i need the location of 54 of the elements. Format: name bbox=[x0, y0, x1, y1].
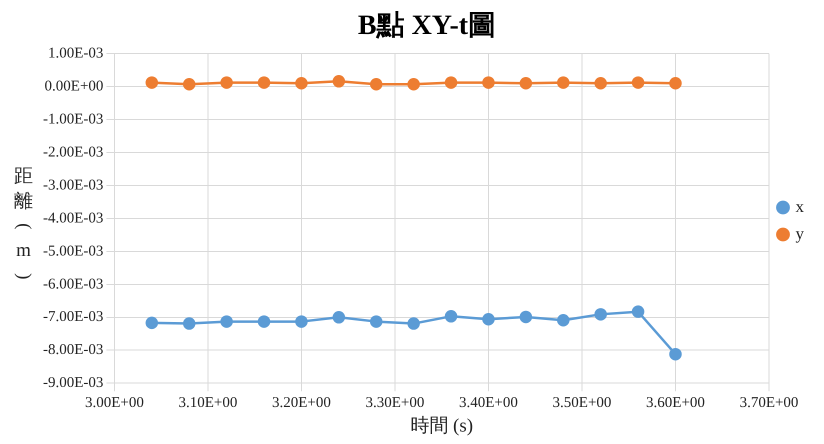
y-tick-label: -1.00E-03 bbox=[42, 111, 104, 128]
point bbox=[258, 315, 270, 328]
legend-label: y bbox=[796, 224, 804, 243]
x-axis-title: 時間 (s) bbox=[410, 416, 474, 437]
point bbox=[295, 77, 308, 90]
point bbox=[220, 315, 233, 328]
y-tick-label: 1.00E-03 bbox=[48, 46, 104, 62]
point bbox=[520, 310, 532, 324]
x-tick-label: 3.60E+00 bbox=[646, 395, 705, 412]
y-tick-label: -5.00E-03 bbox=[42, 243, 104, 260]
point bbox=[669, 77, 682, 90]
y-axis-title: 距離(m) bbox=[12, 165, 36, 280]
point bbox=[632, 305, 644, 318]
y-tick-label: -3.00E-03 bbox=[42, 177, 104, 194]
y-tick-label: -8.00E-03 bbox=[42, 342, 104, 358]
x-tick-label: 3.50E+00 bbox=[552, 395, 612, 412]
y-tick-label: -9.00E-03 bbox=[42, 375, 104, 392]
x-tick-label: 3.20E+00 bbox=[272, 395, 331, 412]
chart-title: B點 XY-t圖 bbox=[358, 10, 496, 42]
point bbox=[182, 78, 196, 91]
point bbox=[332, 75, 346, 88]
point bbox=[370, 78, 382, 91]
point bbox=[632, 76, 644, 89]
point bbox=[258, 76, 270, 89]
y-tick-label: -6.00E-03 bbox=[42, 276, 104, 292]
point bbox=[407, 78, 420, 91]
y-tick-label: -2.00E-03 bbox=[42, 144, 104, 160]
x-tick-label: 3.40E+00 bbox=[459, 395, 518, 412]
legend-label: x bbox=[796, 196, 804, 216]
x-tick-label: 3.10E+00 bbox=[178, 395, 238, 412]
point bbox=[482, 76, 495, 89]
point bbox=[444, 310, 458, 323]
point bbox=[444, 76, 458, 89]
point bbox=[669, 348, 682, 360]
y-tick-label: -4.00E-03 bbox=[42, 210, 104, 226]
point bbox=[146, 316, 158, 330]
point bbox=[332, 311, 346, 324]
x-tick-label: 3.70E+00 bbox=[740, 395, 798, 412]
y-tick-label: 0.00E+00 bbox=[44, 78, 104, 94]
point bbox=[482, 313, 495, 326]
point bbox=[594, 308, 607, 321]
y-tick-label: -7.00E-03 bbox=[42, 309, 104, 326]
point bbox=[594, 77, 607, 90]
point bbox=[407, 317, 420, 330]
point bbox=[146, 76, 158, 89]
x-tick-label: 3.30E+00 bbox=[366, 395, 424, 412]
x-tick-label: 3.00E+00 bbox=[84, 395, 144, 412]
point bbox=[182, 317, 196, 330]
point bbox=[220, 76, 233, 89]
point bbox=[520, 77, 532, 90]
point bbox=[557, 314, 570, 326]
point bbox=[295, 315, 308, 328]
point bbox=[370, 315, 382, 328]
point bbox=[557, 76, 570, 89]
